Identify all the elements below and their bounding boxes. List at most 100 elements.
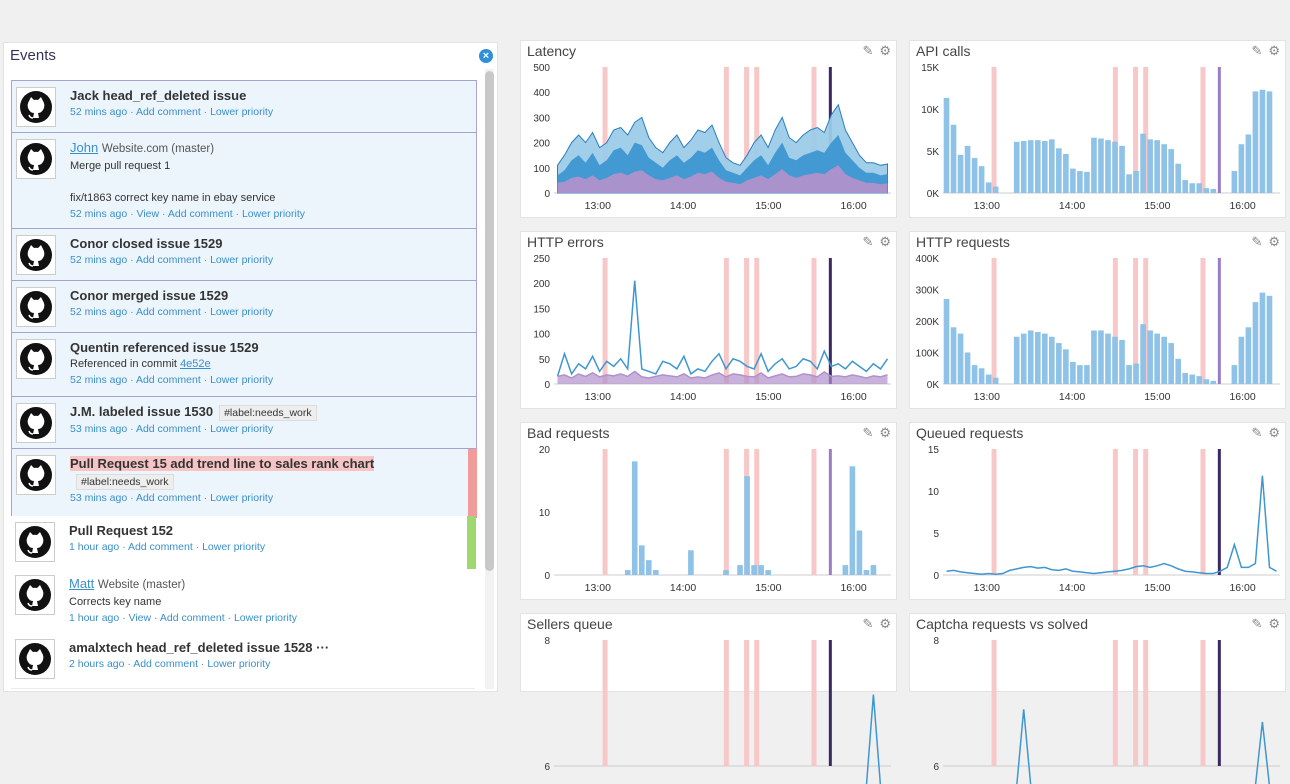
- chart-bar[interactable]: [1049, 336, 1055, 384]
- chart-area[interactable]: 0 10 20 13:00 14:00 15:00 16:00: [521, 443, 896, 593]
- chart-bar[interactable]: [1119, 339, 1125, 384]
- chart-bar[interactable]: [1266, 91, 1273, 193]
- chart-bar[interactable]: [1041, 333, 1048, 384]
- chart-bar[interactable]: [1161, 336, 1167, 384]
- event-item[interactable]: Quentin referenced issue 1529 Referenced …: [11, 332, 477, 398]
- event-title[interactable]: Pull Request 15 add trend line to sales …: [70, 456, 375, 471]
- event-title[interactable]: amalxtech head_ref_deleted issue 1528: [69, 640, 313, 655]
- close-icon[interactable]: ×: [479, 49, 493, 63]
- chart-area[interactable]: 0 50 100 150 200 250 13:00 14:00 15:00 16:00: [521, 252, 896, 402]
- chart-bar[interactable]: [1203, 188, 1210, 193]
- chart-bar[interactable]: [950, 327, 957, 384]
- event-meta[interactable]: 53 mins ago · Add comment · Lower priori…: [70, 423, 274, 435]
- chart-bar[interactable]: [992, 377, 999, 384]
- event-title[interactable]: Jack head_ref_deleted issue: [70, 88, 247, 103]
- chart-bar[interactable]: [1189, 374, 1196, 384]
- chart-bar[interactable]: [1175, 163, 1182, 193]
- event-item[interactable]: Jack head_ref_deleted issue 52 mins ago ·…: [11, 80, 477, 134]
- event-meta[interactable]: 52 mins ago · Add comment · Lower priori…: [70, 374, 274, 386]
- gear-icon[interactable]: ⚙: [879, 234, 891, 249]
- chart-bar[interactable]: [1077, 365, 1083, 384]
- chart-bar[interactable]: [1154, 333, 1160, 384]
- chart-bar[interactable]: [758, 565, 764, 575]
- chart-bar[interactable]: [1041, 140, 1048, 193]
- chart-bar[interactable]: [1112, 141, 1118, 193]
- label-tag[interactable]: #label:needs_work: [219, 405, 317, 421]
- chart-bar[interactable]: [1252, 302, 1259, 384]
- chart-bar[interactable]: [1098, 138, 1104, 193]
- chart-bar[interactable]: [1203, 379, 1210, 384]
- chart-bar[interactable]: [1063, 349, 1069, 384]
- chart-bar[interactable]: [870, 565, 877, 575]
- chart-bar[interactable]: [688, 550, 694, 575]
- chart-bar[interactable]: [1154, 140, 1160, 193]
- chart-bar[interactable]: [751, 565, 757, 575]
- event-meta[interactable]: 52 mins ago · Add comment · Lower priori…: [70, 306, 274, 318]
- event-title[interactable]: Quentin referenced issue 1529: [70, 340, 259, 355]
- edit-icon[interactable]: ✎: [1251, 425, 1263, 440]
- chart-bar[interactable]: [1196, 376, 1203, 384]
- event-title[interactable]: J.M. labeled issue 1530: [70, 404, 214, 419]
- chart-bar[interactable]: [964, 145, 971, 193]
- event-item[interactable]: Conor closed issue 1529 52 mins ago · Add…: [11, 228, 477, 282]
- chart-bar[interactable]: [985, 374, 992, 384]
- chart-bar[interactable]: [1245, 327, 1252, 384]
- chart-bar[interactable]: [1105, 333, 1111, 384]
- chart-bar[interactable]: [1231, 171, 1238, 193]
- event-meta[interactable]: 52 mins ago · Add comment · Lower priori…: [70, 254, 274, 266]
- line-series[interactable]: [557, 370, 888, 379]
- chart-bar[interactable]: [645, 560, 652, 575]
- chart-bar[interactable]: [1210, 188, 1217, 193]
- chart-bar[interactable]: [957, 154, 964, 193]
- event-meta[interactable]: 53 mins ago · Add comment · Lower priori…: [70, 492, 274, 504]
- chart-bar[interactable]: [1098, 330, 1104, 384]
- chart-bar[interactable]: [978, 166, 985, 193]
- chart-bar[interactable]: [1175, 358, 1182, 384]
- event-meta[interactable]: 2 hours ago · Add comment · Lower priori…: [69, 658, 271, 670]
- chart-bar[interactable]: [1189, 183, 1196, 193]
- chart-bar[interactable]: [652, 570, 659, 575]
- chart-bar[interactable]: [1027, 330, 1034, 384]
- chart-area[interactable]: 0 100 200 300 400 500 13:00 14:00 15:00 16:00: [521, 61, 896, 211]
- chart-bar[interactable]: [1034, 140, 1041, 193]
- chart-bar[interactable]: [863, 570, 870, 575]
- event-item[interactable]: Matt Website (master) Corrects key name 1 …: [11, 569, 475, 634]
- label-tag[interactable]: #label:needs_work: [76, 474, 174, 490]
- chart-bar[interactable]: [1091, 330, 1097, 384]
- gear-icon[interactable]: ⚙: [1268, 234, 1280, 249]
- chart-bar[interactable]: [1070, 168, 1076, 193]
- chart-bar[interactable]: [971, 158, 978, 193]
- chart-bar[interactable]: [765, 570, 771, 575]
- edit-icon[interactable]: ✎: [862, 43, 874, 58]
- chart-bar[interactable]: [1020, 333, 1027, 384]
- chart-bar[interactable]: [1091, 137, 1097, 193]
- chart-bar[interactable]: [1070, 361, 1076, 384]
- chart-bar[interactable]: [1133, 171, 1139, 193]
- chart-bar[interactable]: [1112, 336, 1118, 384]
- chart-bar[interactable]: [992, 186, 999, 193]
- chart-bar[interactable]: [631, 461, 638, 575]
- chart-bar[interactable]: [1126, 365, 1132, 384]
- edit-icon[interactable]: ✎: [862, 425, 874, 440]
- chart-bar[interactable]: [1133, 363, 1139, 384]
- chart-bar[interactable]: [978, 368, 985, 384]
- chart-area[interactable]: 0K 100K 200K 300K 400K 13:00 14:00 15:00 16:00: [910, 252, 1285, 402]
- chart-bar[interactable]: [1182, 179, 1189, 193]
- chart-bar[interactable]: [943, 298, 950, 384]
- chart-bar[interactable]: [1238, 144, 1245, 193]
- gear-icon[interactable]: ⚙: [1268, 425, 1280, 440]
- event-meta[interactable]: 1 hour ago · Add comment · Lower priorit…: [69, 541, 266, 553]
- event-title[interactable]: Conor closed issue 1529: [70, 236, 223, 251]
- gear-icon[interactable]: ⚙: [879, 616, 891, 631]
- chart-bar[interactable]: [1210, 380, 1217, 384]
- chart-bar[interactable]: [1027, 140, 1034, 193]
- event-item[interactable]: J.M. labeled issue 1530 #label:needs_work…: [11, 396, 477, 450]
- chart-bar[interactable]: [1168, 149, 1174, 193]
- chart-bar[interactable]: [1056, 148, 1062, 193]
- gear-icon[interactable]: ⚙: [879, 43, 891, 58]
- chart-bar[interactable]: [856, 530, 863, 575]
- chart-bar[interactable]: [1266, 295, 1273, 384]
- chart-area[interactable]: 68: [910, 634, 1285, 784]
- chart-bar[interactable]: [1231, 365, 1238, 384]
- chart-bar[interactable]: [1063, 153, 1069, 193]
